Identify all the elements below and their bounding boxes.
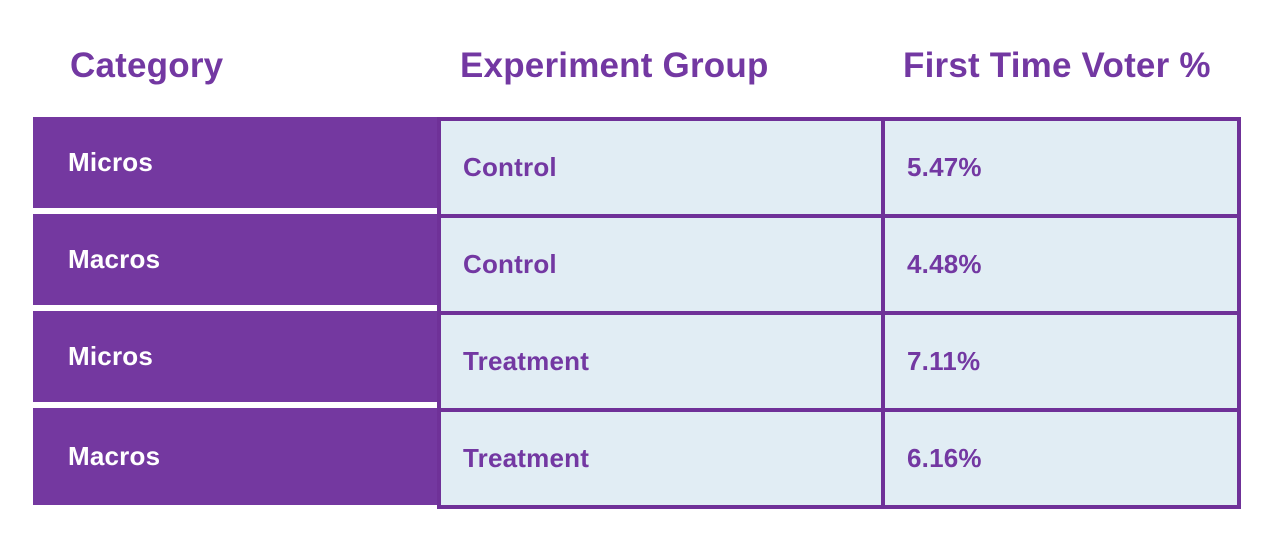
category-cell-row-1: Micros xyxy=(33,117,437,214)
data-table: Control 5.47% Control 4.48% Treatment 7.… xyxy=(437,117,1241,509)
first-time-voter-cell: 4.48% xyxy=(881,214,1241,315)
column-header-category: Category xyxy=(70,46,224,85)
table-row-2: Control 4.48% xyxy=(437,214,1241,315)
category-cell-label: Macros xyxy=(68,244,161,274)
first-time-voter-cell: 6.16% xyxy=(881,408,1241,509)
experiment-group-cell: Treatment xyxy=(437,311,885,412)
table-header-row: Category Experiment Group First Time Vot… xyxy=(0,46,1280,98)
table-row-1: Control 5.47% xyxy=(437,117,1241,218)
category-cell-row-4: Macros xyxy=(33,408,437,505)
experiment-group-cell: Control xyxy=(437,214,885,315)
column-header-experiment-group: Experiment Group xyxy=(460,46,769,85)
table-row-4: Treatment 6.16% xyxy=(437,408,1241,509)
category-cell-label: Macros xyxy=(68,441,161,471)
category-cell-row-3: Micros xyxy=(33,311,437,408)
column-header-first-time-voter-percent: First Time Voter % xyxy=(903,46,1211,85)
category-cell-row-2: Macros xyxy=(33,214,437,311)
table-row-3: Treatment 7.11% xyxy=(437,311,1241,412)
category-cell-label: Micros xyxy=(68,341,154,371)
first-time-voter-cell: 7.11% xyxy=(881,311,1241,412)
first-time-voter-cell: 5.47% xyxy=(881,117,1241,218)
category-column: Micros Macros Micros Macros xyxy=(33,117,437,505)
category-cell-label: Micros xyxy=(68,147,154,177)
experiment-group-cell: Treatment xyxy=(437,408,885,509)
experiment-group-cell: Control xyxy=(437,117,885,218)
